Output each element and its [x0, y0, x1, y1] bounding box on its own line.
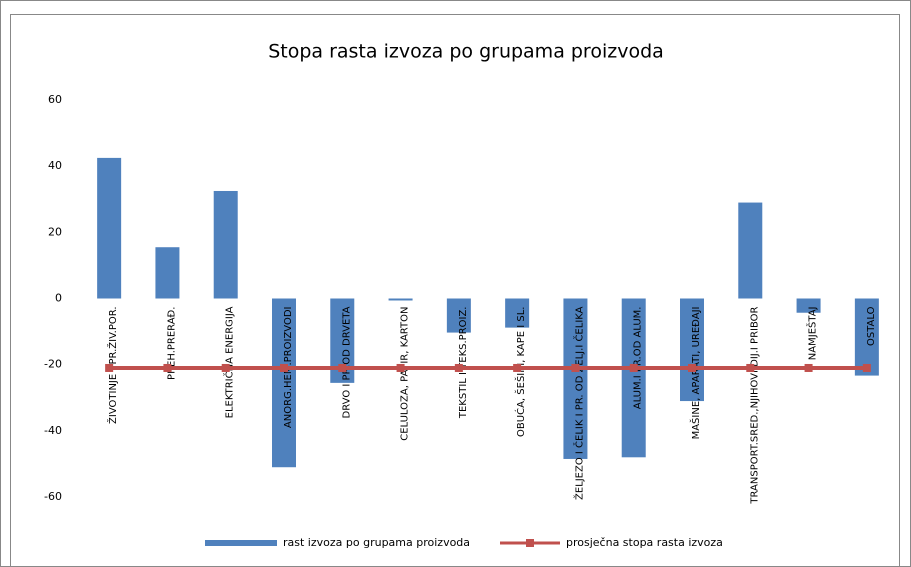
legend-swatch [526, 539, 534, 547]
bar [738, 202, 763, 299]
bar [505, 298, 530, 328]
x-tick-label: CELULOZA, PAPIR, KARTON [400, 306, 411, 440]
y-tick-label: -20 [44, 358, 62, 371]
line-marker [513, 363, 522, 372]
line-marker [163, 363, 172, 372]
y-tick-label: 20 [48, 225, 62, 238]
x-tick-label: ELEKTRIČNA ENERGIJA [223, 306, 236, 418]
x-tick-label: NAMJEŠTAJ [806, 307, 819, 361]
line-marker [629, 363, 638, 372]
x-tick-label: PREH.PRERAĐ. [166, 307, 177, 380]
chart-frame [10, 14, 900, 567]
y-tick-label: 60 [48, 93, 62, 106]
bar [796, 298, 821, 313]
x-tick-label: TEKSTIL I TEKS.PROIZ. [458, 307, 469, 420]
line-marker [396, 363, 405, 372]
legend-label: rast izvoza po grupama proizvoda [283, 536, 470, 549]
bar [213, 190, 238, 299]
line-marker [688, 363, 696, 372]
line-marker [804, 363, 813, 372]
bar [680, 298, 704, 402]
line-marker [105, 363, 114, 372]
x-tick-label: TRANSPORT.SRED.,NJIHOVI DIJ.I PRIBOR [749, 306, 760, 504]
bar [446, 298, 471, 333]
chart-title: Stopa rasta izvoza po grupama proizvoda [268, 41, 664, 63]
y-tick-label: -60 [44, 490, 62, 503]
y-tick-label: 0 [55, 292, 62, 305]
bar [97, 157, 122, 299]
x-tick-label: ALUM.I PR.OD ALUM. [633, 307, 644, 410]
legend-label: prosječna stopa rasta izvoza [566, 536, 723, 549]
x-tick-label: MAŠINE, APARATI, UREĐAJI [689, 307, 702, 440]
bar [854, 298, 879, 376]
bar [155, 247, 180, 299]
bar [621, 298, 646, 458]
line-marker [571, 363, 580, 372]
x-tick-label: ŽELJEZO I ČELIK I PR. OD ŽELJ.I ČELIKA [572, 306, 585, 500]
line-marker [221, 363, 230, 372]
legend-swatch [205, 540, 277, 546]
bar [563, 298, 588, 459]
x-tick-label: DRVO I PR.OD DRVETA [341, 306, 352, 418]
y-tick-label: 40 [48, 159, 62, 172]
bar [388, 298, 413, 301]
x-tick-label: OSTALO [866, 306, 877, 346]
bar [272, 298, 296, 468]
line-marker [862, 363, 871, 372]
line-marker [454, 363, 463, 372]
line-marker [338, 363, 347, 372]
y-tick-label: -40 [44, 424, 62, 437]
line-marker [746, 363, 755, 372]
line-marker [280, 363, 288, 372]
